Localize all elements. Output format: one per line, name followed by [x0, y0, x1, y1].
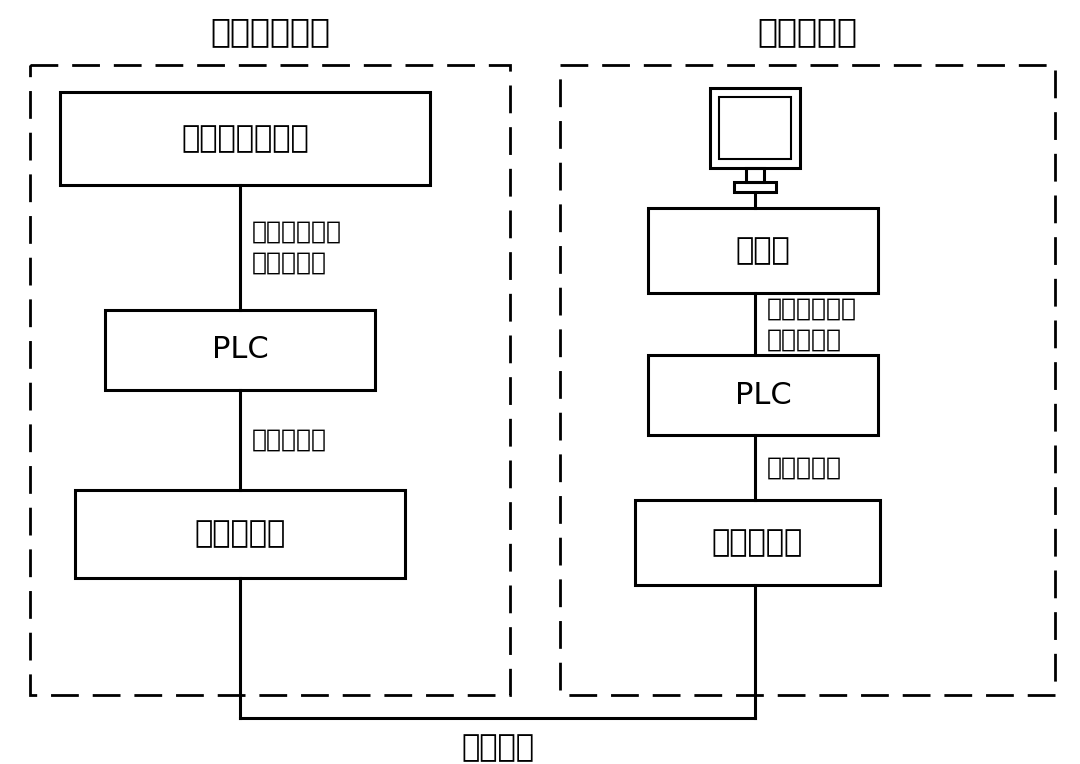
Bar — [105, 310, 375, 390]
Text: 铜芯聚氯乙烯
绝缘软导线: 铜芯聚氯乙烯 绝缘软导线 — [252, 219, 342, 275]
Text: 单模光纤: 单模光纤 — [461, 733, 534, 762]
Bar — [75, 490, 405, 578]
Text: 光电交换机: 光电交换机 — [194, 520, 285, 549]
Text: 屏蔽双绞线: 屏蔽双绞线 — [767, 455, 842, 480]
Bar — [746, 168, 764, 182]
Bar — [734, 182, 777, 192]
Text: PLC: PLC — [734, 380, 792, 410]
Bar — [719, 97, 791, 159]
Text: 铜芯聚氯乙烯
绝缘软导线: 铜芯聚氯乙烯 绝缘软导线 — [767, 296, 858, 351]
Bar — [648, 208, 878, 293]
Bar — [60, 92, 430, 185]
Bar — [635, 500, 880, 585]
Text: 光电交换机: 光电交换机 — [712, 528, 804, 557]
Bar — [648, 355, 878, 435]
Text: 显示屏: 显示屏 — [735, 236, 791, 265]
Text: 用户控制室: 用户控制室 — [757, 15, 858, 48]
Text: PLC: PLC — [212, 335, 268, 364]
Bar — [710, 88, 800, 168]
Text: 变压器端控箱: 变压器端控箱 — [210, 15, 330, 48]
Text: 变压器测控信号: 变压器测控信号 — [181, 124, 309, 153]
Text: 屏蔽双绞线: 屏蔽双绞线 — [252, 428, 327, 452]
